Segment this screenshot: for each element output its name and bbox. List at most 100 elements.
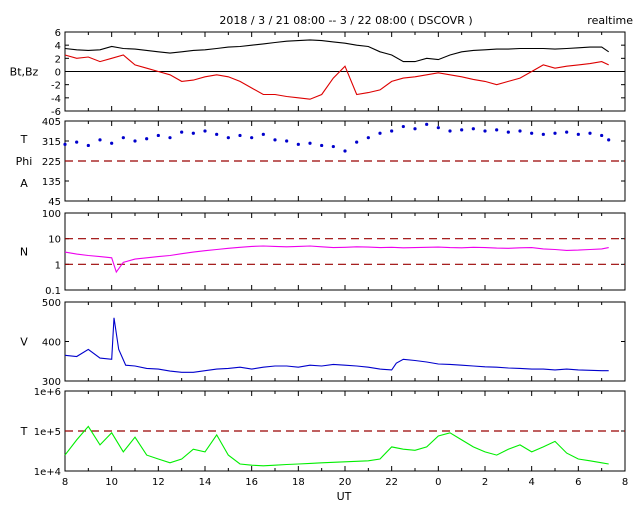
- data-point-phi: [506, 130, 510, 134]
- data-point-phi: [98, 138, 102, 142]
- x-tick-label: 0: [435, 477, 441, 488]
- data-point-phi: [541, 132, 545, 136]
- y-tick-label: 6: [55, 28, 61, 39]
- x-tick-label: 10: [105, 477, 118, 488]
- series-line-v: [64, 317, 609, 373]
- y-tick-label: 1: [55, 260, 61, 271]
- data-point-phi: [565, 130, 569, 134]
- y-tick-label: -6: [51, 107, 61, 118]
- y-tick-label: -4: [51, 94, 61, 105]
- y-tick-label: 1e+4: [34, 467, 61, 478]
- y-tick-label: 225: [42, 157, 61, 168]
- data-point-phi: [471, 127, 475, 131]
- y-tick-label: 0.1: [45, 286, 61, 297]
- data-point-phi: [121, 136, 125, 140]
- data-point-phi: [331, 144, 335, 149]
- y-axis-label: T: [20, 133, 28, 146]
- data-point-phi: [238, 133, 242, 138]
- series-line-n: [64, 245, 609, 274]
- panel-4: 500 400 300 V: [20, 298, 626, 388]
- x-tick-label: 4: [528, 477, 534, 488]
- data-point-phi: [460, 128, 464, 132]
- y-tick-label: 135: [42, 177, 61, 188]
- panel-frame: [64, 212, 626, 291]
- data-point-phi: [63, 142, 67, 146]
- data-point-phi: [261, 132, 265, 136]
- x-tick-label: 14: [199, 477, 212, 488]
- data-point-phi: [320, 143, 324, 148]
- data-point-phi: [285, 139, 289, 143]
- y-tick-label: 45: [48, 197, 61, 208]
- y-axis-label: Bt,Bz: [10, 66, 39, 79]
- data-point-phi: [110, 141, 114, 145]
- x-tick-label: 16: [245, 477, 258, 488]
- x-tick-label: 18: [292, 477, 305, 488]
- y-tick-label: 1e+6: [34, 387, 61, 398]
- y-axis-label: N: [20, 246, 28, 259]
- data-point-phi: [250, 136, 254, 140]
- y-tick-label: 400: [42, 338, 61, 349]
- data-point-phi: [413, 127, 417, 131]
- y-tick-label: 4: [55, 41, 61, 52]
- data-point-phi: [191, 131, 195, 135]
- y-tick-label: 500: [42, 298, 61, 309]
- data-point-phi: [168, 136, 172, 140]
- y-tick-label: 405: [42, 117, 61, 128]
- y-axis-label: A: [20, 177, 28, 190]
- data-point-phi: [145, 137, 149, 141]
- y-tick-label: 10: [48, 235, 61, 246]
- data-point-phi: [75, 140, 79, 144]
- data-point-phi: [588, 131, 592, 135]
- y-tick-label: 300: [42, 377, 61, 388]
- data-point-phi: [390, 129, 394, 133]
- data-point-phi: [343, 149, 347, 153]
- data-point-phi: [425, 122, 429, 126]
- x-axis-label: UT: [337, 490, 352, 503]
- data-point-phi: [448, 129, 452, 133]
- x-tick-label: 12: [152, 477, 165, 488]
- data-point-phi: [518, 129, 522, 133]
- panel-3: 100 10 1 0.1 N: [20, 209, 626, 297]
- panel-1: 6 4 2 0 -2 -4 -6 Bt,Bz: [10, 28, 626, 118]
- data-point-phi: [215, 132, 219, 136]
- data-point-phi: [553, 131, 557, 135]
- data-point-phi: [401, 124, 405, 129]
- data-point-phi: [576, 132, 580, 136]
- y-axis-label: T: [20, 425, 28, 438]
- data-point-phi: [273, 138, 277, 142]
- data-point-phi: [378, 131, 382, 135]
- x-tick-label: 2: [482, 477, 488, 488]
- data-point-phi: [296, 142, 300, 146]
- plot-title: 2018 / 3 / 21 08:00 -- 3 / 22 08:00 ( DS…: [219, 14, 472, 27]
- data-point-phi: [530, 131, 534, 135]
- data-point-phi: [366, 136, 370, 140]
- series-line-bz: [64, 54, 609, 100]
- data-point-phi: [226, 136, 230, 140]
- y-tick-label: 315: [42, 137, 61, 148]
- y-axis-label: V: [20, 336, 28, 349]
- series-line-t: [64, 425, 609, 467]
- data-point-phi: [86, 143, 90, 148]
- y-tick-label: -2: [51, 81, 61, 92]
- y-axis-label: Phi: [16, 155, 33, 168]
- y-tick-label: 100: [42, 209, 61, 220]
- data-point-phi: [483, 129, 487, 133]
- x-axis-ticks: 8 10 12 14 16 18 20 22 0 2 4 6 8: [62, 477, 628, 488]
- x-tick-label: 8: [622, 477, 628, 488]
- series-line-bt: [64, 39, 610, 63]
- data-point-phi: [436, 126, 440, 130]
- chart-panels: 6420-2-4-6Bt,Bz40531522513545TPhiA100101…: [10, 28, 626, 478]
- data-point-phi: [203, 129, 207, 133]
- y-tick-label: 0: [55, 68, 61, 79]
- data-point-phi: [133, 139, 137, 143]
- data-point-phi: [308, 141, 312, 145]
- x-tick-label: 6: [575, 477, 581, 488]
- panel-2: 405 315 225 135 45 T Phi A: [16, 117, 626, 208]
- data-point-phi: [180, 130, 184, 134]
- data-point-phi: [156, 133, 160, 138]
- data-point-phi: [607, 138, 611, 142]
- data-point-phi: [355, 140, 359, 144]
- realtime-label: realtime: [587, 14, 633, 27]
- data-point-phi: [600, 133, 604, 138]
